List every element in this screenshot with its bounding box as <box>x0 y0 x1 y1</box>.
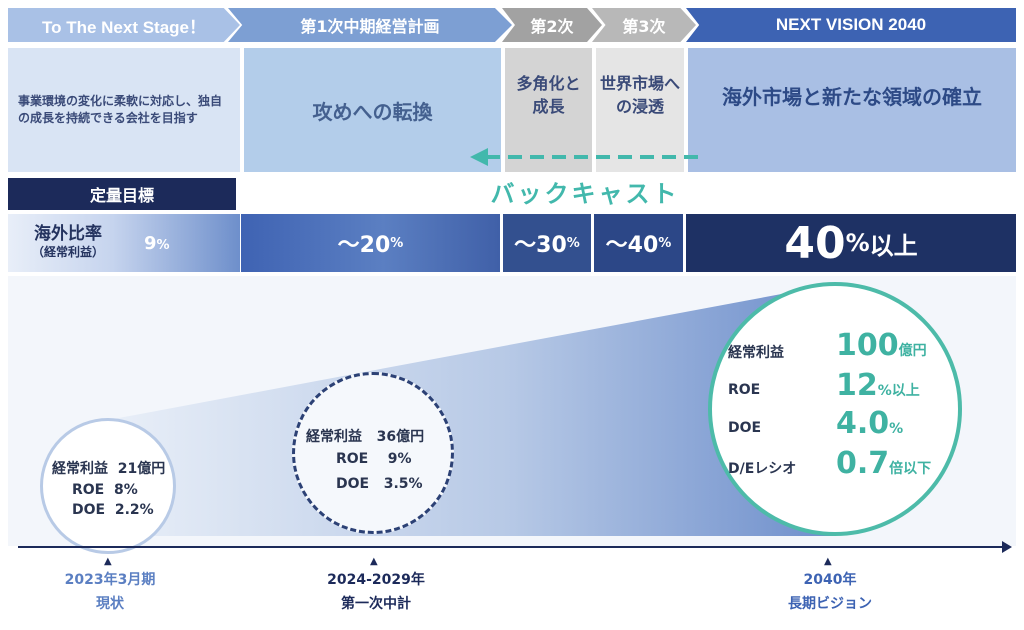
vision-de-value: 0.7 <box>836 446 890 481</box>
timeline-current-label: 現状 <box>96 596 124 612</box>
timeline-arrow-icon <box>1002 541 1012 553</box>
timeline-plan1: 2024-2029年 第一次中計 <box>296 568 456 616</box>
timeline-axis <box>18 546 1008 548</box>
desc-vision: 海外市場と新たな領域の確立 <box>688 48 1016 172</box>
desc-vision-text: 海外市場と新たな領域の確立 <box>722 84 982 109</box>
vision-profit: 100億円 <box>836 328 927 363</box>
desc-plan1-text: 攻めへの転換 <box>312 99 433 124</box>
circle-plan1 <box>292 372 454 534</box>
plan1-profit: 経常利益 36億円 <box>306 426 424 446</box>
ratio-plan2-value: ～30 <box>514 233 567 258</box>
stage-vision-chevron: NEXT VISION 2040 <box>686 8 1016 42</box>
vision-roe: 12%以上 <box>836 368 920 403</box>
plan1-doe: DOE 3.5% <box>336 476 423 492</box>
vision-profit-value: 100 <box>836 328 899 363</box>
ratio-current-unit: % <box>156 237 170 253</box>
plan1-doe-label: DOE <box>336 476 370 492</box>
ratio-vision-suffix: 以上 <box>869 231 918 260</box>
stage-current-label: To The Next Stage！ <box>41 17 207 37</box>
ratio-plan1-unit: % <box>390 235 404 251</box>
current-roe: ROE 8% <box>72 482 138 498</box>
backcast-label: バックキャスト <box>490 180 680 208</box>
ratio-sublabel: （経常利益） <box>32 245 105 259</box>
circle-current <box>40 418 176 554</box>
ratio-plan2-unit: % <box>566 235 580 251</box>
current-profit-value: 21億円 <box>117 461 166 477</box>
timeline-current: 2023年3月期 現状 <box>30 568 190 616</box>
ratio-vision: 40% 以上 <box>686 214 1016 272</box>
stage-plan1-chevron: 第1次中期経営計画 <box>228 8 512 42</box>
timeline-vision: 2040年 長期ビジョン <box>750 568 910 616</box>
current-profit: 経常利益 21億円 <box>52 458 165 478</box>
desc-plan3-text: 世界市場への浸透 <box>600 74 681 116</box>
stage-plan3-label: 第3次 <box>622 17 666 36</box>
ratio-plan1: ～20% <box>241 214 500 272</box>
ratio-current: 海外比率 （経常利益） 9% <box>8 214 240 272</box>
vision-de: 0.7倍以下 <box>836 446 931 481</box>
vision-profit-label: 経常利益 <box>728 345 784 361</box>
current-roe-value: 8% <box>114 482 138 498</box>
vision-doe-unit: % <box>889 421 904 437</box>
backcast-arrow <box>470 148 706 166</box>
stage-plan2-label: 第2次 <box>530 17 574 36</box>
vision-roe-value: 12 <box>836 368 878 403</box>
vision-profit-unit: 億円 <box>898 343 927 359</box>
quant-target-header: 定量目標 <box>8 178 236 210</box>
plan1-doe-value: 3.5% <box>383 476 423 492</box>
ratio-label: 海外比率 <box>34 224 102 244</box>
vision-doe: 4.0% <box>836 406 903 441</box>
vision-de-label: D/Eレシオ <box>728 461 797 477</box>
plan1-profit-label: 経常利益 <box>306 429 362 445</box>
vision-doe-label: DOE <box>728 420 762 436</box>
ratio-plan3: ～40% <box>594 214 683 272</box>
ratio-plan3-value: ～40 <box>605 233 659 258</box>
stage-current-chevron: To The Next Stage！ <box>8 8 240 42</box>
stage-plan3-chevron: 第3次 <box>592 8 696 42</box>
vision-roe-label: ROE <box>728 382 761 398</box>
ratio-current-value: 9 <box>144 232 157 254</box>
stage-vision-label: NEXT VISION 2040 <box>775 15 927 34</box>
ratio-plan3-unit: % <box>658 235 672 251</box>
timeline-plan1-year: 2024-2029年 <box>327 572 425 588</box>
timeline-current-year: 2023年3月期 <box>64 572 156 588</box>
desc-plan3: 世界市場への浸透 <box>596 48 684 172</box>
vision-de-unit: 倍以下 <box>889 461 932 477</box>
desc-plan2-text: 多角化と成長 <box>516 74 581 116</box>
timeline-vision-year: 2040年 <box>803 572 857 588</box>
plan1-profit-value: 36億円 <box>376 429 425 445</box>
circle-vision <box>708 282 962 536</box>
timeline-vision-label: 長期ビジョン <box>788 596 872 612</box>
desc-plan2: 多角化と成長 <box>505 48 592 172</box>
ratio-plan2: ～30% <box>503 214 591 272</box>
current-profit-label: 経常利益 <box>52 461 108 477</box>
marker-current-icon: ▲ <box>104 556 112 567</box>
plan1-roe-label: ROE <box>336 451 369 467</box>
stage-plan2-chevron: 第2次 <box>502 8 602 42</box>
current-doe-value: 2.2% <box>114 502 154 518</box>
current-doe-label: DOE <box>72 502 106 518</box>
plan1-roe-value: 9% <box>387 451 412 467</box>
plan1-roe: ROE 9% <box>336 451 412 467</box>
desc-current-text: 事業環境の変化に柔軟に対応し、独自の成長を持続できる会社を目指す <box>18 94 223 125</box>
ratio-current-value-group: 9% <box>144 233 170 254</box>
marker-vision-icon: ▲ <box>824 556 832 567</box>
timeline-plan1-label: 第一次中計 <box>341 596 411 612</box>
ratio-plan1-value: ～20 <box>337 233 391 258</box>
desc-plan1: 攻めへの転換 <box>244 48 501 172</box>
current-doe: DOE 2.2% <box>72 502 154 518</box>
marker-plan1-icon: ▲ <box>370 556 378 567</box>
stage-plan1-label: 第1次中期経営計画 <box>300 17 440 36</box>
desc-current: 事業環境の変化に柔軟に対応し、独自の成長を持続できる会社を目指す <box>8 48 240 172</box>
vision-doe-value: 4.0 <box>836 406 890 441</box>
ratio-vision-unit: % <box>845 229 870 257</box>
vision-roe-unit: %以上 <box>877 383 920 399</box>
current-roe-label: ROE <box>72 482 105 498</box>
ratio-label-group: 海外比率 （経常利益） <box>32 226 104 260</box>
ratio-vision-value: 40 <box>784 217 846 269</box>
